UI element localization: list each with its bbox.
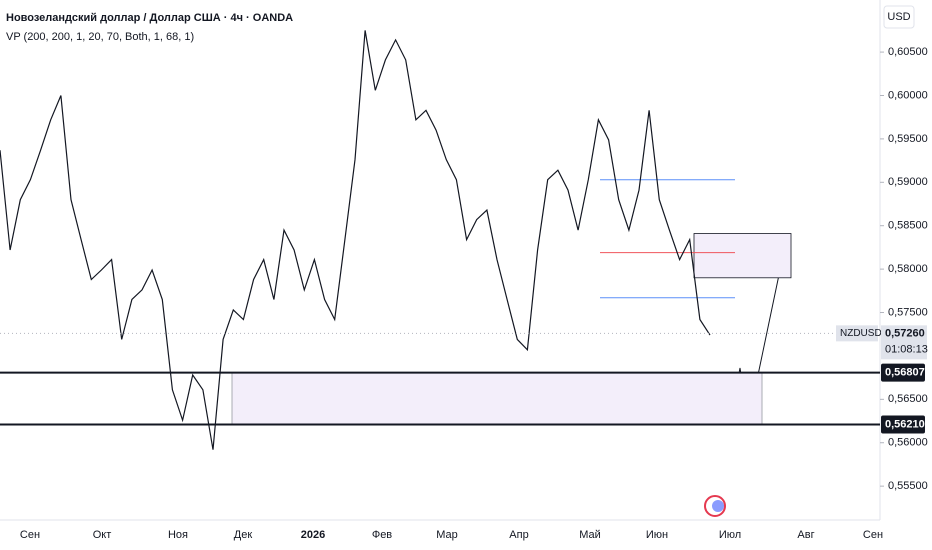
currency-button[interactable]	[883, 5, 915, 29]
x-tick-label: 2026	[301, 529, 325, 541]
level-tag	[881, 363, 925, 382]
x-tick-label: Апр	[509, 529, 528, 541]
x-tick-label: Фев	[372, 529, 392, 541]
demand-zone	[231, 372, 763, 425]
currency: USD	[887, 11, 910, 23]
level-label: 0,56807	[885, 367, 925, 379]
chart-title: Новозеландский доллар / Доллар США · 4ч …	[6, 12, 293, 24]
y-tick-label: 0,59000	[888, 176, 928, 188]
x-tick-label: Июл	[719, 529, 741, 541]
level-label: 0,56210	[885, 418, 925, 430]
y-tick-label: 0,60500	[888, 46, 928, 58]
price-tag	[881, 325, 927, 360]
x-tick-label: Сен	[863, 529, 883, 541]
y-tick-label: 0,57500	[888, 306, 928, 318]
y-tick-label: 0,58500	[888, 220, 928, 232]
symbol-tag	[836, 325, 878, 342]
y-tick-label: 0,55500	[888, 480, 928, 492]
x-tick-label: Май	[579, 529, 601, 541]
x-tick-label: Авг	[797, 529, 814, 541]
countdown: 01:08:13	[885, 343, 928, 355]
indicator-label: VP (200, 200, 1, 20, 70, Both, 1, 68, 1)	[6, 31, 194, 43]
x-tick-label: Мар	[436, 529, 458, 541]
x-tick-label: Сен	[20, 529, 40, 541]
x-tick-label: Ноя	[168, 529, 188, 541]
y-tick-label: 0,56500	[888, 393, 928, 405]
level-tag	[881, 415, 925, 434]
last-price-label: 0,57260	[885, 327, 925, 339]
y-tick-label: 0,58000	[888, 263, 928, 275]
y-tick-label: 0,59500	[888, 133, 928, 145]
x-tick-label: Дек	[234, 529, 253, 541]
y-tick-label: 0,56000	[888, 437, 928, 449]
price-line	[0, 30, 711, 450]
zone-box	[693, 233, 792, 279]
x-tick-label: Окт	[93, 529, 112, 541]
x-tick-label: Июн	[646, 529, 668, 541]
y-tick-label: 0,60000	[888, 89, 928, 101]
logo	[704, 495, 726, 517]
symbol-label: NZDUSD	[840, 328, 882, 339]
